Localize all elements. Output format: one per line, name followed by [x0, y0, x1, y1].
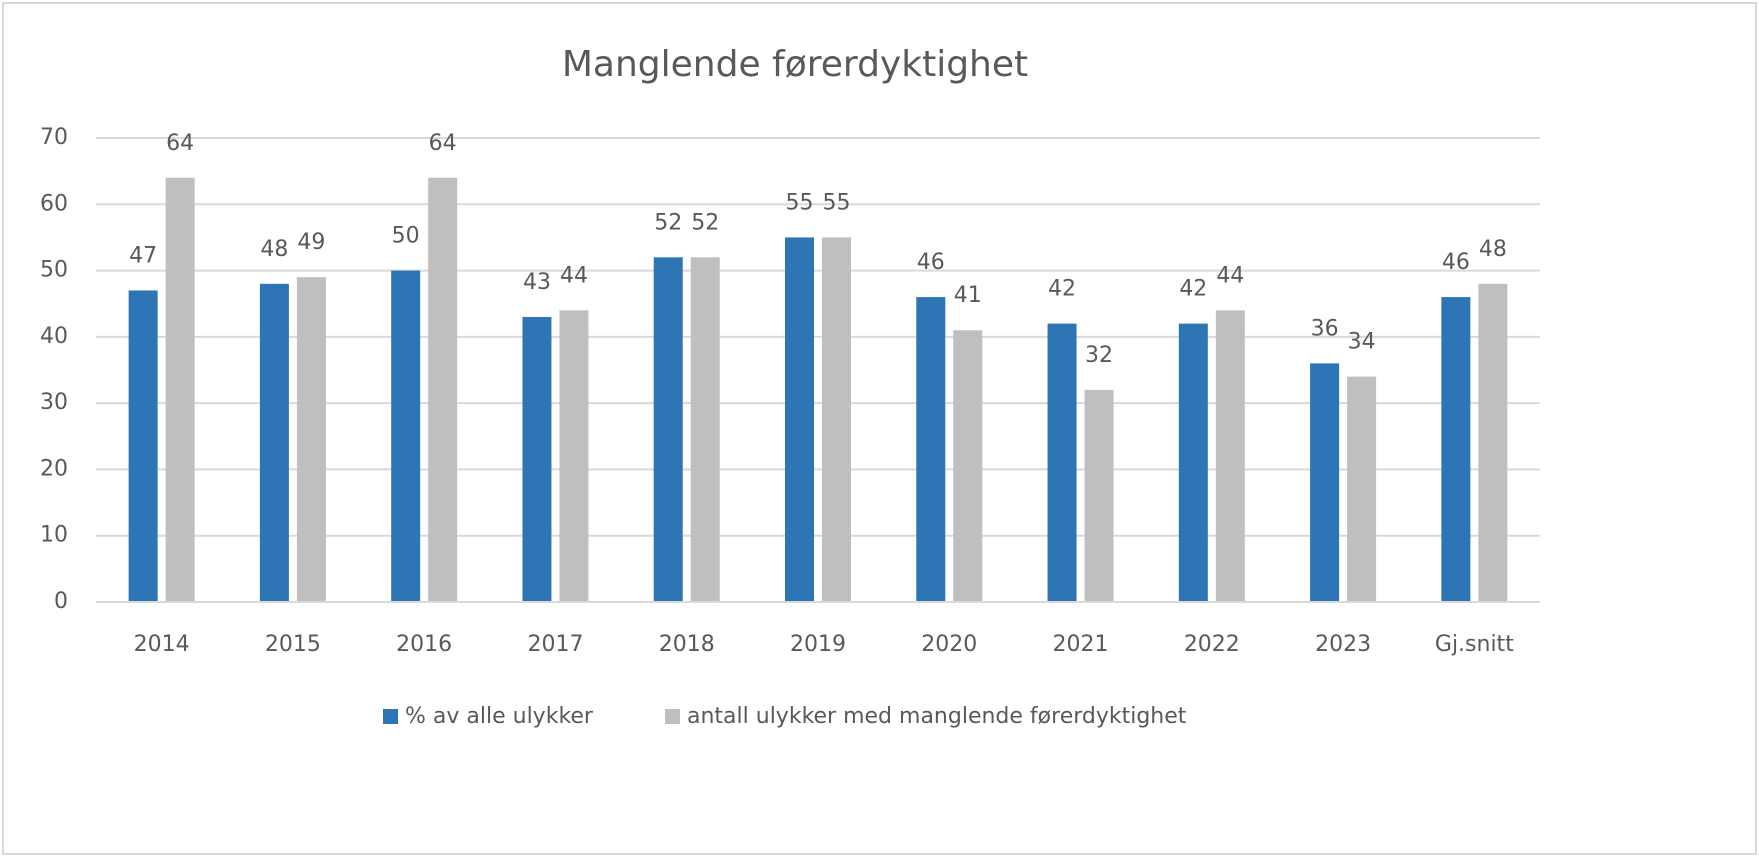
bar: [1347, 376, 1377, 602]
bar: [296, 277, 326, 602]
data-label: 42: [1179, 277, 1207, 302]
bar: [785, 237, 814, 602]
data-label: 48: [260, 237, 288, 262]
bar: [1478, 283, 1508, 602]
data-label: 43: [523, 270, 551, 295]
x-tick-label: 2014: [134, 632, 190, 657]
x-tick-label: 2022: [1184, 632, 1240, 657]
legend-label: antall ulykker med manglende førerdyktig…: [687, 704, 1187, 729]
bar: [165, 177, 195, 602]
bar: [559, 310, 589, 602]
data-label: 55: [786, 190, 814, 215]
data-label: 55: [823, 190, 851, 215]
bar: [1178, 323, 1208, 602]
bar: [690, 257, 720, 602]
legend-swatch: [383, 709, 398, 724]
data-label: 52: [654, 210, 682, 235]
bar: [128, 290, 158, 602]
data-label: 44: [1216, 263, 1244, 288]
bar: [391, 270, 421, 602]
y-tick-label: 70: [40, 125, 68, 150]
data-label: 49: [297, 230, 325, 255]
data-label: 42: [1048, 277, 1076, 302]
data-label: 52: [691, 210, 719, 235]
y-tick-label: 20: [40, 456, 68, 481]
x-tick-label: 2017: [527, 632, 583, 657]
data-label: 64: [429, 131, 457, 156]
data-label: 50: [392, 224, 420, 249]
x-tick-label: Gj.snitt: [1435, 632, 1514, 657]
x-tick-label: 2016: [396, 632, 452, 657]
x-tick-label: 2018: [659, 632, 715, 657]
bar: [1215, 310, 1245, 602]
bar: [259, 283, 289, 602]
data-label: 64: [166, 131, 194, 156]
x-tick-label: 2023: [1315, 632, 1371, 657]
bar: [822, 237, 851, 602]
y-tick-label: 0: [54, 589, 68, 614]
data-label: 47: [129, 243, 157, 268]
data-label: 32: [1085, 343, 1113, 368]
y-tick-label: 30: [40, 390, 68, 415]
data-label: 46: [1442, 250, 1470, 275]
legend-label: % av alle ulykker: [405, 704, 594, 729]
x-tick-label: 2020: [921, 632, 977, 657]
data-label: 46: [917, 250, 945, 275]
y-tick-label: 50: [40, 258, 68, 283]
bar: [916, 297, 946, 602]
legend-swatch: [665, 709, 680, 724]
bar: [428, 177, 458, 602]
data-label: 34: [1348, 330, 1376, 355]
y-tick-label: 60: [40, 191, 68, 216]
data-label: 36: [1311, 316, 1339, 341]
bar: [653, 257, 683, 602]
x-tick-label: 2019: [790, 632, 846, 657]
bar: [1310, 363, 1340, 602]
data-label: 41: [954, 283, 982, 308]
y-tick-label: 40: [40, 324, 68, 349]
bar: [953, 330, 983, 602]
bar: [1047, 323, 1077, 602]
x-tick-label: 2015: [265, 632, 321, 657]
data-label: 44: [560, 263, 588, 288]
y-tick-label: 10: [40, 523, 68, 548]
data-label: 48: [1479, 237, 1507, 262]
bar: [1084, 389, 1114, 602]
x-tick-label: 2021: [1053, 632, 1109, 657]
chart-title: Manglende førerdyktighet: [562, 44, 1028, 85]
bar: [522, 316, 552, 602]
bar: [1441, 297, 1471, 602]
